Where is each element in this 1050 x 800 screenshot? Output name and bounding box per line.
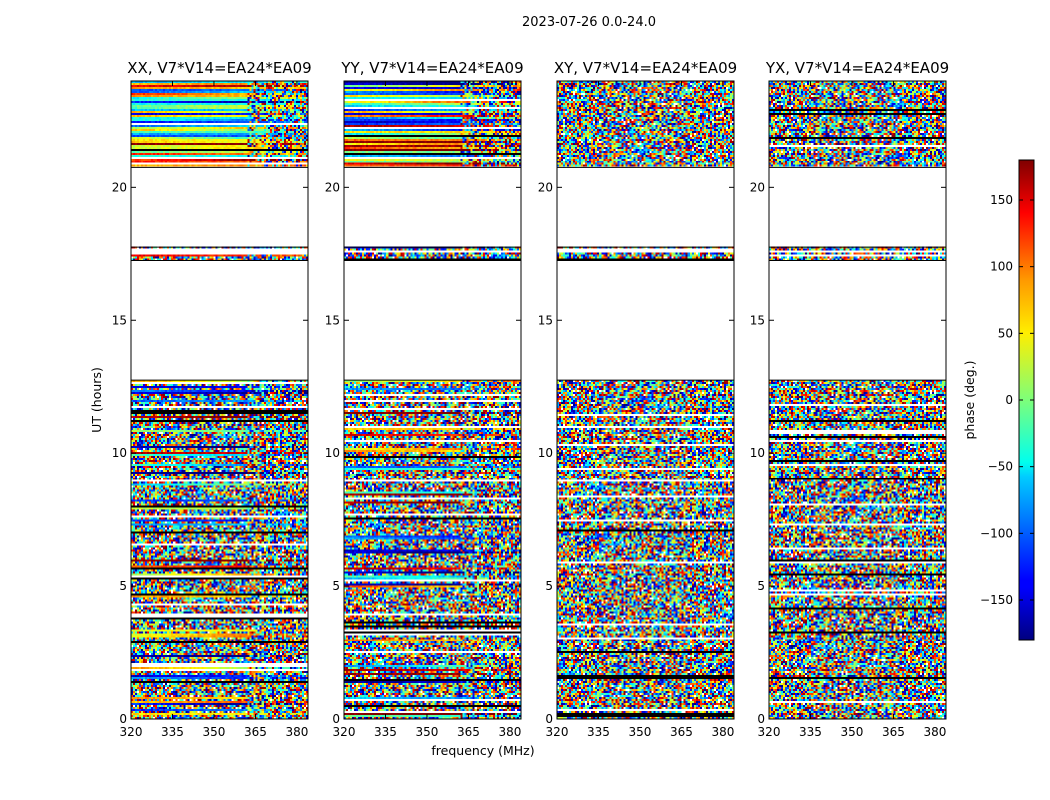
panel-xx: XX, V7*V14=EA24*EA09 0 5 10 15 20 320 335 350 365…	[112, 59, 312, 739]
colorbar: 150 100 50 0 −50 −100 −150 phase (deg.)	[962, 159, 1035, 641]
y-tick-label: 0	[757, 712, 765, 726]
y-tick-label: 5	[332, 579, 340, 593]
x-tick-label: 365	[244, 725, 267, 739]
heatmap-image	[557, 81, 734, 719]
colorbar-tick-label: 50	[998, 326, 1013, 340]
x-tick-label: 335	[587, 725, 610, 739]
colorbar-tick-label: −50	[988, 460, 1013, 474]
colorbar-gradient	[1019, 160, 1034, 640]
axes-frame	[343, 80, 522, 720]
x-tick-label: 350	[416, 725, 439, 739]
y-tick-label: 0	[119, 712, 127, 726]
panel-title: XY, V7*V14=EA24*EA09	[554, 59, 737, 77]
heatmap-image	[131, 81, 308, 719]
x-tick-label: 335	[799, 725, 822, 739]
panel-yx: YX, V7*V14=EA24*EA09 0 5 10 15 20 320 335 350 365…	[750, 59, 949, 739]
x-tick-label: 350	[841, 725, 864, 739]
colorbar-tick-label: −150	[980, 593, 1013, 607]
x-tick-label: 380	[711, 725, 734, 739]
x-tick-label: 350	[203, 725, 226, 739]
y-tick-label: 20	[538, 180, 553, 194]
x-tick-label: 350	[629, 725, 652, 739]
colorbar-tick-label: −100	[980, 526, 1013, 540]
panel-title: YY, V7*V14=EA24*EA09	[340, 59, 523, 77]
colorbar-tick-label: 100	[990, 260, 1013, 274]
y-tick-label: 0	[332, 712, 340, 726]
heatmap-image	[769, 81, 946, 719]
x-tick-label: 320	[333, 725, 356, 739]
y-tick-label: 5	[757, 579, 765, 593]
axes-frame	[768, 80, 947, 720]
panel-title: XX, V7*V14=EA24*EA09	[127, 59, 311, 77]
x-tick-label: 365	[457, 725, 480, 739]
x-tick-label: 320	[546, 725, 569, 739]
y-tick-label: 20	[325, 180, 340, 194]
y-tick-label: 10	[750, 446, 765, 460]
panel-title: YX, V7*V14=EA24*EA09	[765, 59, 949, 77]
x-tick-label: 320	[758, 725, 781, 739]
colorbar-label: phase (deg.)	[962, 361, 977, 440]
x-tick-label: 380	[923, 725, 946, 739]
y-axis-label: UT (hours)	[89, 367, 104, 433]
x-tick-label: 380	[498, 725, 521, 739]
x-tick-label: 365	[670, 725, 693, 739]
y-tick-label: 10	[325, 446, 340, 460]
y-tick-label: 15	[112, 313, 127, 327]
axes-frame	[556, 80, 735, 720]
y-tick-label: 20	[112, 180, 127, 194]
x-tick-label: 335	[374, 725, 397, 739]
y-tick-label: 15	[750, 313, 765, 327]
y-tick-label: 10	[538, 446, 553, 460]
x-tick-label: 320	[120, 725, 143, 739]
y-tick-label: 15	[325, 313, 340, 327]
y-tick-label: 10	[112, 446, 127, 460]
x-axis-label: frequency (MHz)	[431, 743, 534, 758]
panel-yy: YY, V7*V14=EA24*EA09 0 5 10 15 20 320 335 350 365…	[325, 59, 524, 739]
colorbar-tick-label: 0	[1005, 393, 1013, 407]
figure-suptitle: 2023-07-26 0.0-24.0	[522, 15, 656, 30]
colorbar-tick-label: 150	[990, 193, 1013, 207]
x-tick-label: 335	[161, 725, 184, 739]
y-tick-label: 15	[538, 313, 553, 327]
x-tick-label: 365	[882, 725, 905, 739]
y-tick-label: 5	[545, 579, 553, 593]
panel-xy: XY, V7*V14=EA24*EA09 0 5 10 15 20 320 335 350 365…	[538, 59, 737, 739]
y-tick-label: 5	[119, 579, 127, 593]
x-tick-label: 380	[285, 725, 308, 739]
y-tick-label: 0	[545, 712, 553, 726]
heatmap-image	[344, 81, 521, 719]
y-tick-label: 20	[750, 180, 765, 194]
axes-frame	[130, 80, 309, 720]
